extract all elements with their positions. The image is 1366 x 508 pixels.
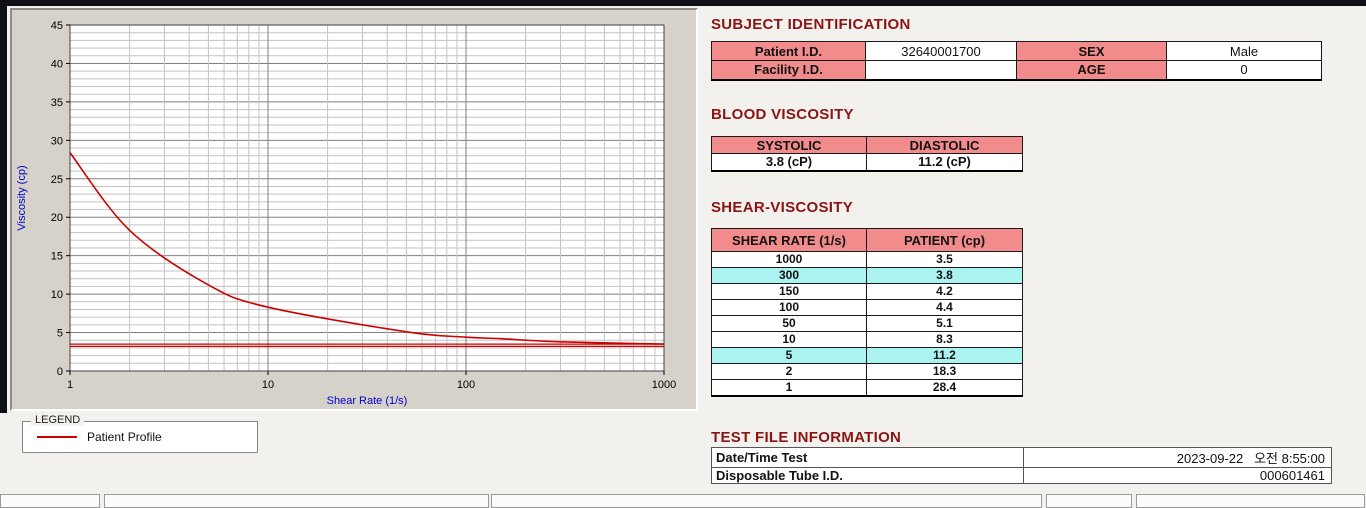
series-line-swatch bbox=[37, 436, 77, 438]
shear-rate-cell: 10 bbox=[711, 331, 867, 348]
svg-text:5: 5 bbox=[57, 328, 63, 340]
diastolic-header: DIASTOLIC bbox=[866, 136, 1023, 154]
legend-box-label: LEGEND bbox=[31, 414, 85, 426]
bottom-cropped-panel bbox=[0, 494, 100, 508]
shear-rate-cell: 5 bbox=[711, 347, 867, 364]
svg-text:Viscosity (cp): Viscosity (cp) bbox=[16, 165, 28, 230]
shear-rate-cell: 50 bbox=[711, 315, 867, 332]
window-top-edge bbox=[0, 0, 1366, 6]
patient-viscosity-cell: 4.4 bbox=[866, 299, 1023, 316]
table-row: Facility I.D. AGE 0 bbox=[711, 60, 1322, 80]
bottom-cropped-panel bbox=[1136, 494, 1365, 508]
disposable-tube-id-value: 000601461 bbox=[1023, 467, 1332, 484]
systolic-header: SYSTOLIC bbox=[711, 136, 867, 154]
table-row: 50 5.1 bbox=[711, 315, 1023, 332]
svg-text:35: 35 bbox=[51, 97, 63, 109]
bottom-cropped-panel bbox=[1046, 494, 1132, 508]
svg-text:1: 1 bbox=[67, 379, 73, 391]
patient-viscosity-cell: 28.4 bbox=[866, 379, 1023, 397]
window-left-edge bbox=[0, 0, 7, 413]
facility-id-label: Facility I.D. bbox=[711, 60, 866, 80]
viscosity-chart: 0 5 10 15 20 25 30 35 40 45 1 10 100 1000 Shear Rate (… bbox=[12, 11, 696, 415]
table-row: 1000 3.5 bbox=[711, 251, 1023, 268]
patient-cp-header: PATIENT (cp) bbox=[866, 228, 1023, 252]
shear-viscosity-table: SHEAR RATE (1/s) PATIENT (cp) 1000 3.5 3… bbox=[711, 228, 1023, 397]
legend-box: LEGEND Patient Profile bbox=[22, 414, 258, 453]
blood-viscosity-table: SYSTOLIC DIASTOLIC 3.8 (cP) 11.2 (cP) bbox=[711, 136, 1023, 172]
svg-text:1000: 1000 bbox=[652, 379, 676, 391]
patient-viscosity-cell: 3.5 bbox=[866, 251, 1023, 268]
disposable-tube-id-label: Disposable Tube I.D. bbox=[711, 467, 1024, 484]
facility-id-value bbox=[865, 60, 1017, 80]
diastolic-value: 11.2 (cP) bbox=[866, 153, 1023, 171]
blood-viscosity-title: BLOOD VISCOSITY bbox=[711, 106, 854, 123]
date-time-test-value: 2023-09-22 오전 8:55:00 bbox=[1023, 447, 1332, 468]
sex-value: Male bbox=[1166, 41, 1322, 61]
shear-rate-cell: 1 bbox=[711, 379, 867, 397]
patient-viscosity-cell: 5.1 bbox=[866, 315, 1023, 332]
svg-text:45: 45 bbox=[51, 20, 63, 32]
viscosity-chart-panel: 0 5 10 15 20 25 30 35 40 45 1 10 100 1000 Shear Rate (… bbox=[10, 8, 698, 411]
shear-rate-cell: 1000 bbox=[711, 251, 867, 268]
report-panel: SUBJECT IDENTIFICATION Patient I.D. 3264… bbox=[710, 0, 1350, 508]
shear-rate-cell: 2 bbox=[711, 363, 867, 380]
svg-text:100: 100 bbox=[457, 379, 475, 391]
patient-viscosity-cell: 4.2 bbox=[866, 283, 1023, 300]
bottom-cropped-panel bbox=[491, 494, 1042, 508]
patient-id-value: 32640001700 bbox=[865, 41, 1017, 61]
age-value: 0 bbox=[1166, 60, 1322, 80]
table-row: 10 8.3 bbox=[711, 331, 1023, 348]
bottom-cropped-panel bbox=[104, 494, 489, 508]
legend-entry: Patient Profile bbox=[23, 422, 257, 452]
table-row-highlighted: 300 3.8 bbox=[711, 267, 1023, 284]
table-row: 100 4.4 bbox=[711, 299, 1023, 316]
svg-text:10: 10 bbox=[51, 289, 63, 301]
age-label: AGE bbox=[1016, 60, 1167, 80]
table-row: 1 28.4 bbox=[711, 379, 1023, 397]
shear-rate-cell: 100 bbox=[711, 299, 867, 316]
series-label: Patient Profile bbox=[87, 430, 162, 444]
sex-label: SEX bbox=[1016, 41, 1167, 61]
svg-text:Shear Rate (1/s): Shear Rate (1/s) bbox=[327, 395, 408, 407]
table-row: 2 18.3 bbox=[711, 363, 1023, 380]
svg-text:30: 30 bbox=[51, 135, 63, 147]
test-file-information-table: Date/Time Test 2023-09-22 오전 8:55:00 Dis… bbox=[711, 447, 1332, 484]
subject-identification-title: SUBJECT IDENTIFICATION bbox=[711, 16, 911, 33]
test-file-information-title: TEST FILE INFORMATION bbox=[711, 429, 902, 446]
table-row: Patient I.D. 32640001700 SEX Male bbox=[711, 41, 1322, 61]
patient-viscosity-cell: 8.3 bbox=[866, 331, 1023, 348]
table-row: Date/Time Test 2023-09-22 오전 8:55:00 bbox=[711, 447, 1332, 468]
svg-text:15: 15 bbox=[51, 251, 63, 263]
date-time-test-label: Date/Time Test bbox=[711, 447, 1024, 468]
svg-text:20: 20 bbox=[51, 212, 63, 224]
table-row: 3.8 (cP) 11.2 (cP) bbox=[711, 153, 1023, 171]
table-header-row: SYSTOLIC DIASTOLIC bbox=[711, 136, 1023, 154]
patient-viscosity-cell: 11.2 bbox=[866, 347, 1023, 364]
shear-rate-header: SHEAR RATE (1/s) bbox=[711, 228, 867, 252]
patient-viscosity-cell: 18.3 bbox=[866, 363, 1023, 380]
table-header-row: SHEAR RATE (1/s) PATIENT (cp) bbox=[711, 228, 1023, 252]
patient-id-label: Patient I.D. bbox=[711, 41, 866, 61]
patient-viscosity-cell: 3.8 bbox=[866, 267, 1023, 284]
svg-text:10: 10 bbox=[262, 379, 274, 391]
shear-rate-cell: 300 bbox=[711, 267, 867, 284]
systolic-value: 3.8 (cP) bbox=[711, 153, 867, 171]
shear-rate-cell: 150 bbox=[711, 283, 867, 300]
svg-text:25: 25 bbox=[51, 174, 63, 186]
table-row: 150 4.2 bbox=[711, 283, 1023, 300]
subject-identification-table: Patient I.D. 32640001700 SEX Male Facili… bbox=[711, 41, 1322, 81]
svg-text:0: 0 bbox=[57, 366, 63, 378]
svg-text:40: 40 bbox=[51, 58, 63, 70]
table-row-highlighted: 5 11.2 bbox=[711, 347, 1023, 364]
shear-viscosity-title: SHEAR-VISCOSITY bbox=[711, 199, 854, 216]
table-row: Disposable Tube I.D. 000601461 bbox=[711, 467, 1332, 484]
